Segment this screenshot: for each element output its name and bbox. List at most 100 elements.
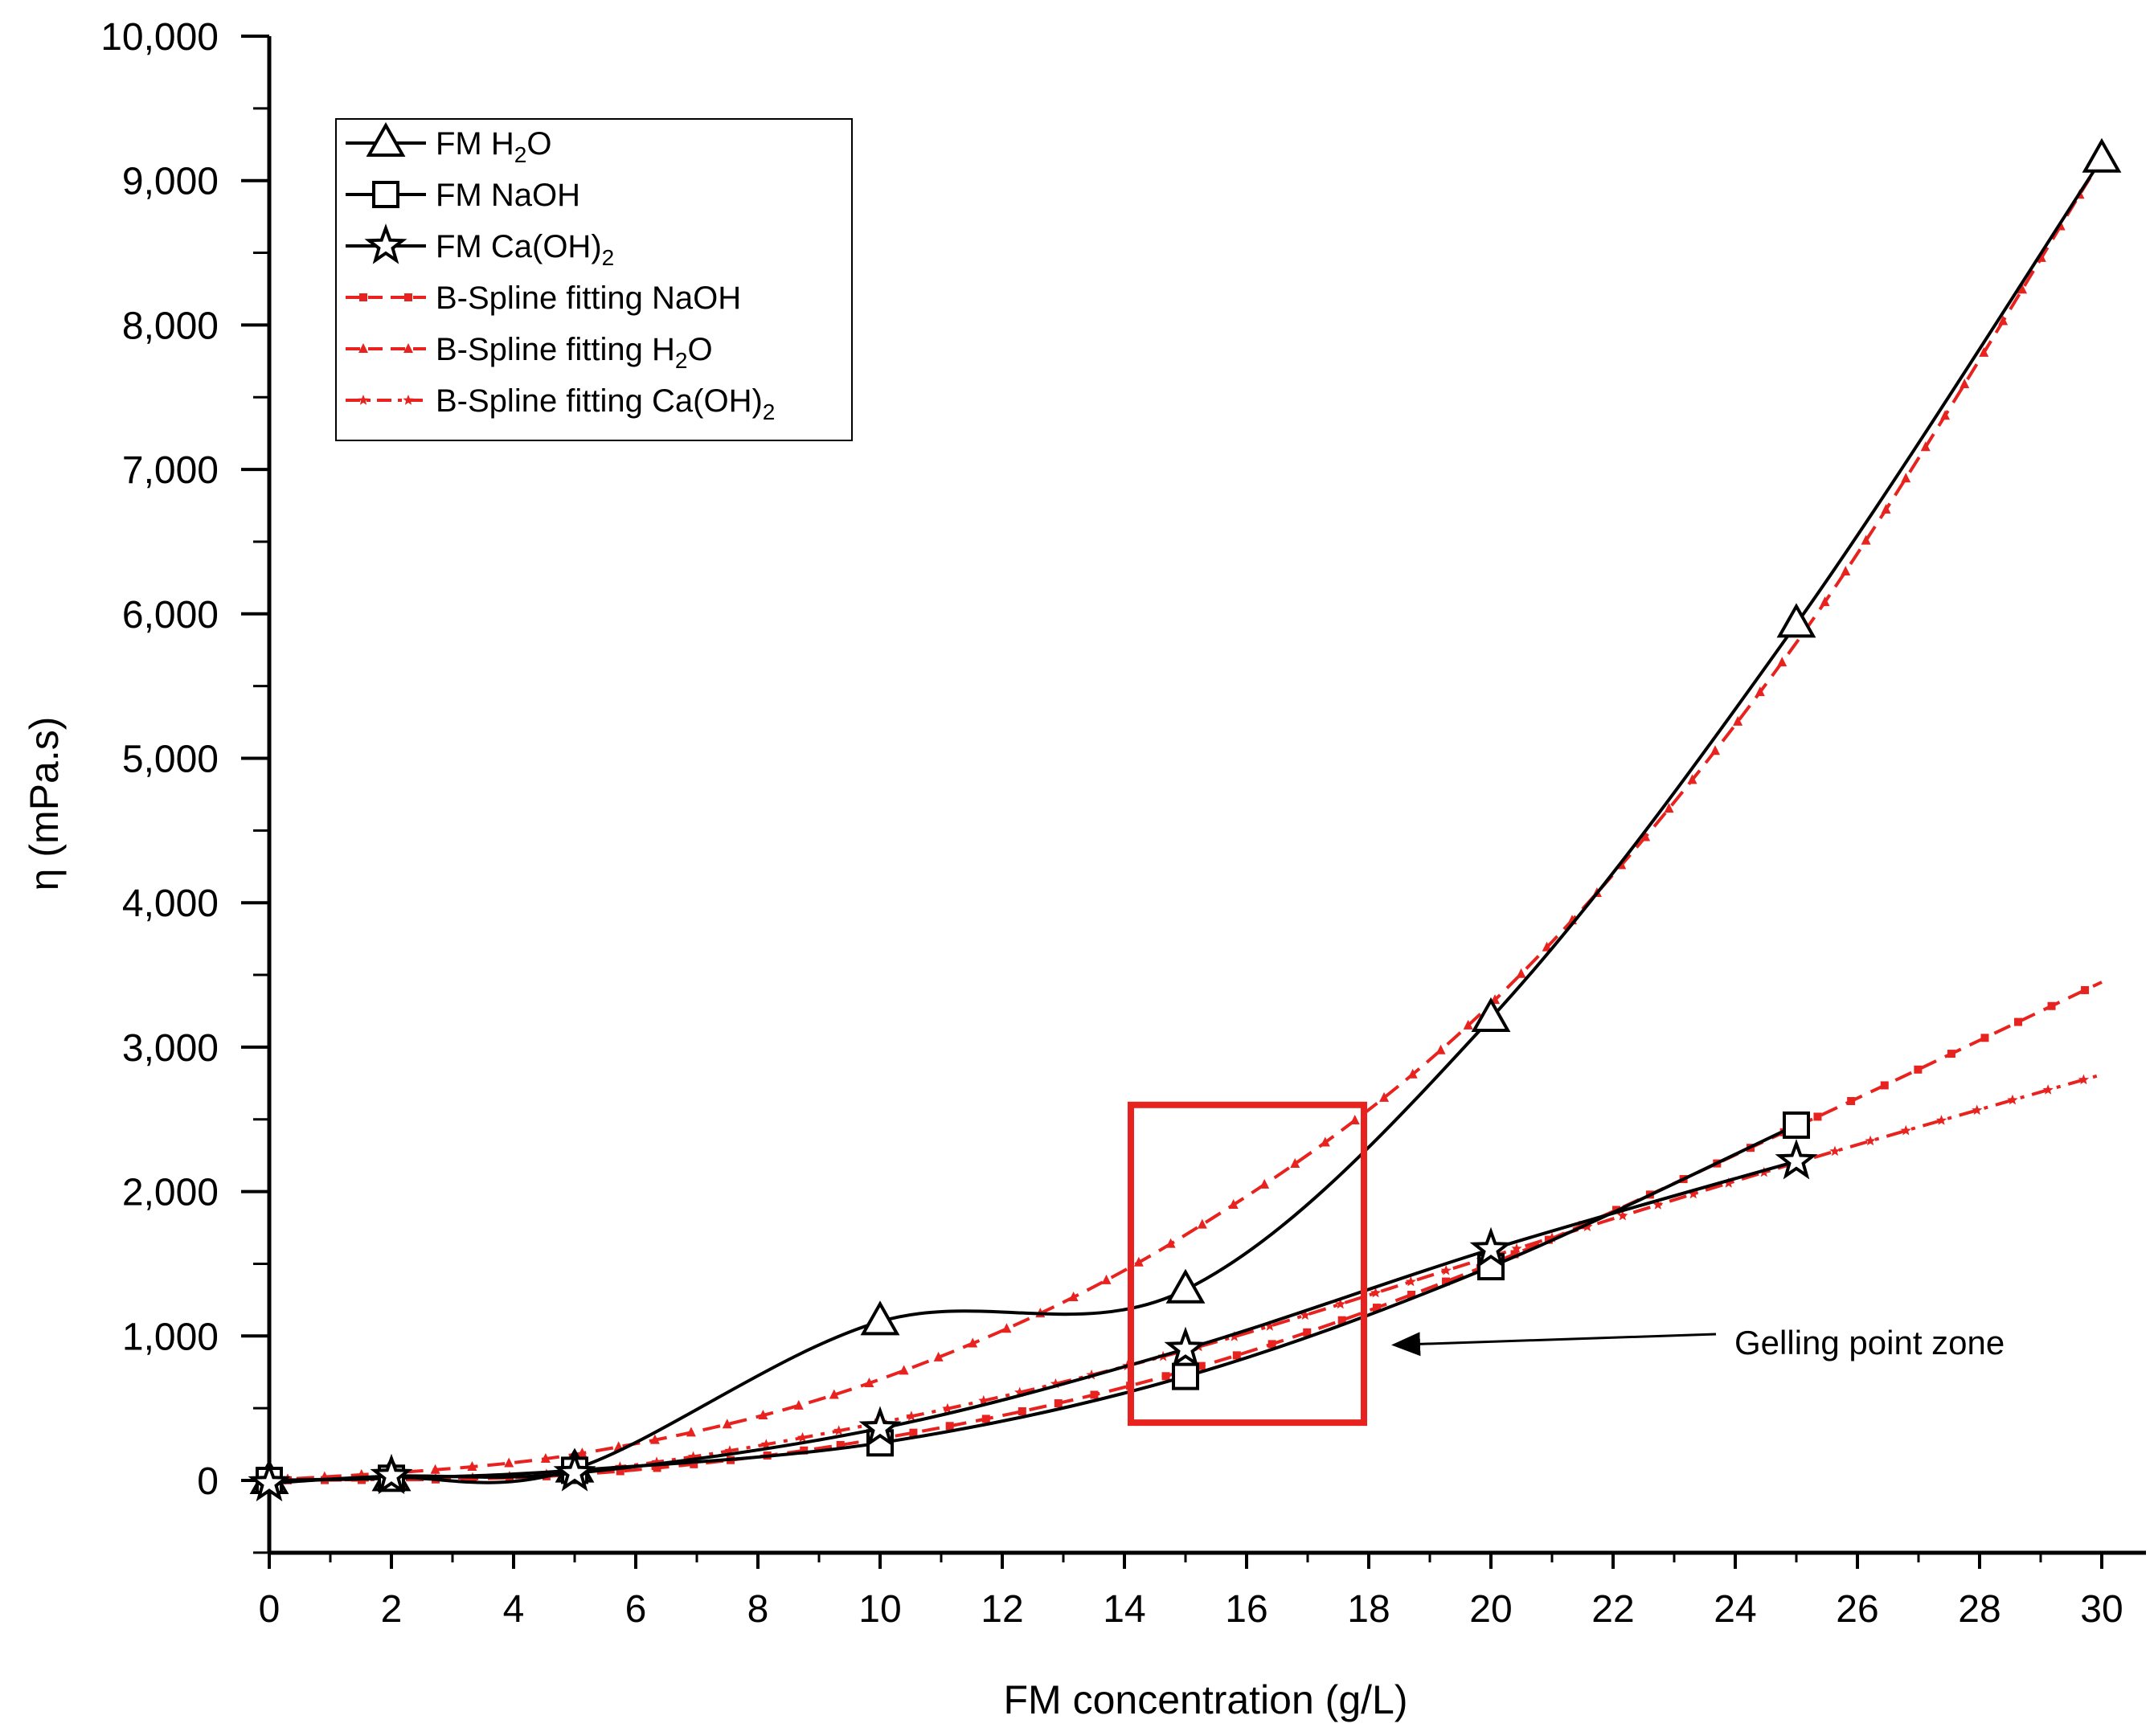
- series-point: [1820, 596, 1830, 607]
- series-point: [758, 1410, 768, 1420]
- series-point: [1510, 1250, 1519, 1259]
- legend-marker: [372, 181, 399, 208]
- series-point: [793, 1399, 804, 1410]
- series-point: [836, 1440, 845, 1449]
- series-point: [1197, 1361, 1206, 1370]
- series-point: [1101, 1274, 1112, 1284]
- gelling-zone-highlight: [1128, 1101, 1367, 1427]
- y-tick-label: 9,000: [122, 161, 219, 203]
- legend-marker: [403, 395, 414, 405]
- series-point: [1813, 1112, 1822, 1121]
- series-point: [1264, 1320, 1276, 1331]
- x-tick-label: 0: [259, 1588, 281, 1631]
- legend-marker: [366, 121, 406, 157]
- series-point: [1880, 1081, 1889, 1090]
- series-point: [1947, 1050, 1955, 1058]
- series-point: [1133, 1256, 1144, 1267]
- series-point: [1755, 686, 1765, 697]
- series-point: [978, 1394, 989, 1406]
- series-point: [1463, 1019, 1473, 1030]
- series-point: [1405, 1275, 1416, 1287]
- legend-label: B-Spline fitting Ca(OH)2: [436, 383, 775, 424]
- series-point: [1161, 1372, 1170, 1381]
- data-point: [1783, 1111, 1810, 1139]
- series-point: [1920, 441, 1931, 452]
- data-point: [1469, 1226, 1513, 1268]
- series-fm-h2o: [249, 137, 2122, 1494]
- data-point: [370, 1453, 413, 1495]
- series-point: [1018, 1407, 1026, 1416]
- data-point: [553, 1451, 596, 1492]
- series-point: [1440, 1264, 1452, 1275]
- y-tick-label: 10,000: [100, 16, 219, 59]
- legend-marker: [404, 293, 412, 301]
- series-point: [649, 1434, 660, 1444]
- legend-item: B-Spline fitting H2O: [346, 332, 713, 373]
- legend-item: FM Ca(OH)2: [346, 223, 614, 270]
- series-point: [1733, 715, 1743, 726]
- series-point: [1664, 803, 1674, 813]
- series-point: [504, 1457, 514, 1468]
- series-point: [651, 1456, 662, 1467]
- series-point: [1710, 745, 1721, 755]
- series-point: [1370, 1287, 1382, 1298]
- series-point: [1723, 1177, 1734, 1188]
- series-point: [1379, 1091, 1390, 1102]
- series-point: [1372, 1304, 1381, 1312]
- series-point: [1861, 534, 1871, 545]
- series-point: [906, 1410, 917, 1421]
- series-point: [1959, 379, 1970, 389]
- series-point: [1998, 315, 2009, 326]
- series-point: [2014, 1017, 2023, 1026]
- y-tick-label: 1,000: [122, 1316, 219, 1358]
- y-tick-label: 3,000: [122, 1027, 219, 1070]
- data-point: [1172, 1362, 1199, 1390]
- legend-item: FM NaOH: [346, 178, 580, 213]
- legend-label: B-Spline fitting NaOH: [436, 280, 741, 316]
- gelling-zone-label: Gelling point zone: [1734, 1324, 2005, 1361]
- series-point: [1972, 1104, 1983, 1116]
- series-point: [864, 1378, 874, 1388]
- series-point: [1090, 1390, 1099, 1399]
- series-fm-ca-oh-2: [248, 1139, 1818, 1502]
- gelling-zone-arrow: [1391, 1332, 1717, 1357]
- series-point: [1290, 1158, 1300, 1169]
- series-point: [1841, 566, 1851, 576]
- legend-label: FM Ca(OH)2: [436, 229, 614, 270]
- series-point: [796, 1431, 809, 1443]
- series-point: [1516, 968, 1526, 978]
- series-point: [1303, 1328, 1312, 1337]
- x-tick-label: 16: [1225, 1588, 1267, 1631]
- series-point: [1442, 1277, 1451, 1286]
- legend-label: FM H2O: [436, 126, 551, 167]
- x-tick-label: 8: [747, 1588, 769, 1631]
- data-point: [248, 1460, 291, 1502]
- series-point: [760, 1439, 772, 1449]
- gelling-zone-box: [1128, 1101, 1367, 1427]
- series-point: [1847, 1096, 1856, 1105]
- series-point: [968, 1337, 978, 1348]
- series-point: [1407, 1068, 1418, 1079]
- series-point: [1582, 1221, 1593, 1231]
- series-point: [2078, 1074, 2090, 1085]
- x-tick-label: 30: [2080, 1588, 2123, 1631]
- series-point: [1979, 346, 1989, 357]
- y-axis-title: η (mPa.s): [22, 717, 67, 891]
- series-point: [724, 1445, 735, 1456]
- x-tick-label: 18: [1347, 1588, 1390, 1631]
- series-point: [1259, 1178, 1270, 1189]
- series-point: [800, 1446, 809, 1455]
- y-tick-label: 8,000: [122, 305, 219, 347]
- x-ticks: 0 2 4 6 8 10 12 14 16 18 20 22 24 26 28 30: [259, 1553, 2123, 1631]
- series-point: [1001, 1323, 1012, 1333]
- series-point: [1232, 1351, 1241, 1360]
- y-tick-label: 5,000: [122, 739, 219, 781]
- series-point: [1914, 1065, 1923, 1074]
- series-point: [1881, 503, 1891, 514]
- legend-label: FM NaOH: [436, 178, 580, 213]
- series-point: [2047, 1001, 2056, 1010]
- series-point: [1229, 1331, 1240, 1341]
- data-point: [858, 1406, 902, 1447]
- data-point: [1471, 997, 1511, 1032]
